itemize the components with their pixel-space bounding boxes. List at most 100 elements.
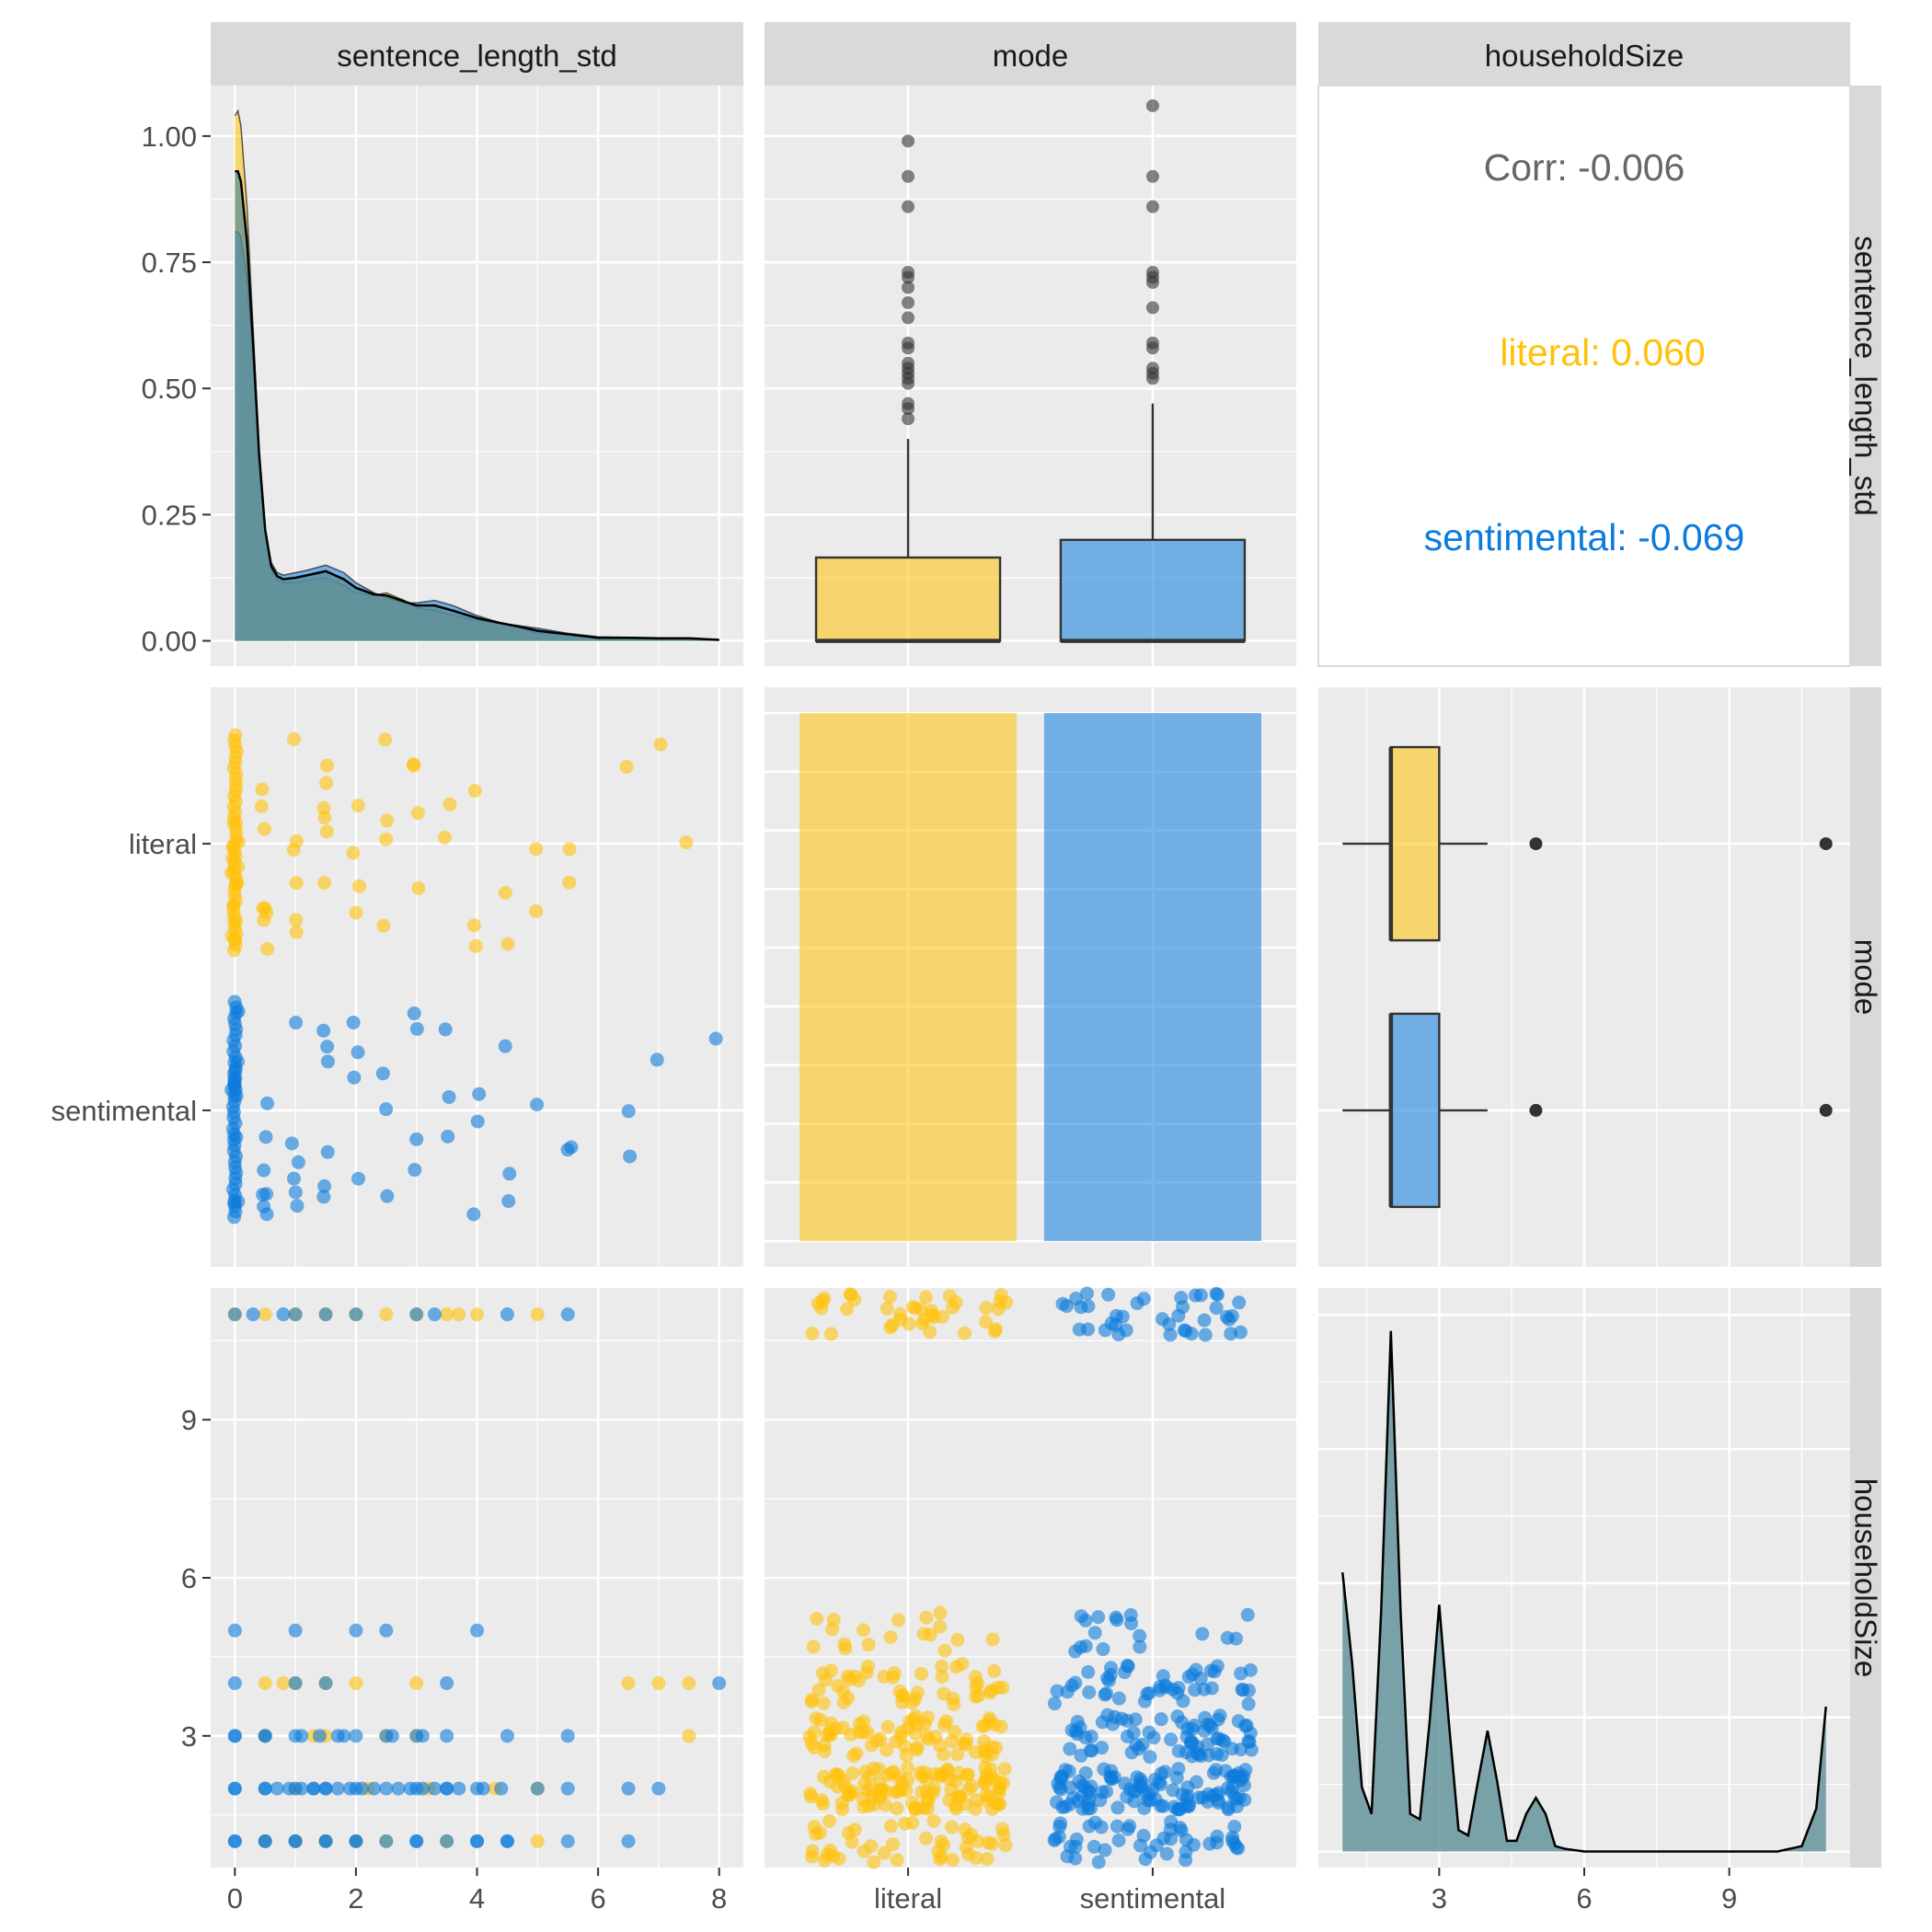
point-literal [975,1719,990,1733]
corr-overall: Corr: -0.006 [1484,146,1685,189]
point-sentimental [1154,1712,1168,1727]
point-literal [847,1823,862,1837]
panel-2-2-bar [765,687,1296,1267]
point-sentimental [1132,1742,1146,1756]
y-tick-label-sentimental: sentimental [51,1095,197,1127]
point-literal [857,1714,871,1729]
point-literal [254,799,269,813]
point-literal [979,1745,994,1760]
point-literal [259,905,274,920]
point-literal [260,941,275,956]
point-sentimental [440,1676,454,1691]
point-sentimental [408,1163,422,1178]
point-sentimental [257,1163,271,1178]
point-literal [998,1838,1013,1853]
point-sentimental [1099,1784,1114,1799]
point-sentimental [1175,1715,1190,1730]
point-literal [316,800,331,815]
point-literal [841,1691,856,1706]
point-sentimental [1240,1607,1255,1622]
box-sentimental [1389,1012,1441,1209]
point-literal [933,1619,948,1634]
point-sentimental [367,1781,382,1796]
point-literal [877,1846,891,1860]
point-literal [987,1663,1002,1678]
point-sentimental [1138,1852,1153,1867]
point-sentimental [500,1834,514,1848]
point-sentimental [230,1054,245,1069]
point-literal [918,1290,933,1305]
point-literal [289,834,304,848]
point-literal [857,1776,872,1790]
point-sentimental [1211,1287,1225,1302]
point-sentimental [1198,1328,1213,1342]
point-sentimental [441,1129,455,1144]
point-sentimental [1060,1849,1075,1864]
point-literal [822,1813,837,1828]
point-literal [257,822,271,836]
point-literal [349,1676,363,1691]
x-tick-label-6: 6 [590,1882,605,1915]
point-sentimental [349,1834,363,1848]
point-sentimental [1143,1750,1157,1765]
point-literal [562,875,577,890]
outlier-literal [1819,837,1833,851]
outlier-literal [902,200,915,213]
point-literal [352,879,367,893]
point-sentimental [1074,1609,1088,1624]
point-literal [817,1738,832,1753]
point-sentimental [621,1781,636,1796]
point-literal [651,1676,666,1691]
point-literal [927,1310,942,1325]
point-sentimental [282,1781,297,1796]
point-literal [964,1778,979,1793]
point-literal [822,1728,837,1742]
point-literal [987,1324,1002,1339]
point-literal [880,1719,895,1734]
point-literal [940,1762,955,1777]
point-sentimental [403,1781,418,1796]
point-sentimental [1120,1658,1134,1673]
point-sentimental [427,1781,442,1796]
point-literal [857,1623,871,1638]
outlier-literal [902,270,915,284]
point-sentimental [246,1307,260,1322]
point-sentimental [1120,1730,1134,1744]
point-literal [812,1825,827,1840]
point-sentimental [1111,1328,1126,1342]
y-tick-label-1.00: 1.00 [142,121,197,153]
point-sentimental [318,1676,333,1691]
point-sentimental [1133,1838,1147,1853]
point-literal [228,877,243,891]
point-sentimental [1111,1691,1126,1706]
point-literal [920,1729,935,1743]
point-literal [410,806,425,821]
point-sentimental [1072,1322,1087,1337]
strip-label-top-mode: mode [993,39,1069,73]
point-literal [945,1300,960,1315]
point-literal [805,1327,820,1341]
x-tick-label-0: 0 [227,1882,243,1915]
point-sentimental [1180,1780,1195,1795]
point-sentimental [1140,1686,1155,1701]
point-literal [682,1676,696,1691]
point-literal [229,815,244,830]
outlier-sentimental [1529,1103,1543,1117]
panel-2-1-scatter [211,687,743,1267]
point-literal [980,1771,995,1786]
point-sentimental [1197,1682,1212,1696]
point-sentimental [1059,1299,1074,1314]
point-literal [407,757,421,772]
point-literal [529,842,544,857]
point-sentimental [470,1834,484,1848]
point-sentimental [1155,1312,1169,1327]
point-literal [229,913,244,927]
point-literal [955,1657,970,1672]
strip-right-sentence_length_std [1850,86,1881,666]
point-sentimental [231,1004,246,1018]
point-sentimental [1111,1833,1126,1847]
point-literal [859,1665,874,1680]
point-literal [983,1683,998,1697]
point-sentimental [380,1189,395,1203]
